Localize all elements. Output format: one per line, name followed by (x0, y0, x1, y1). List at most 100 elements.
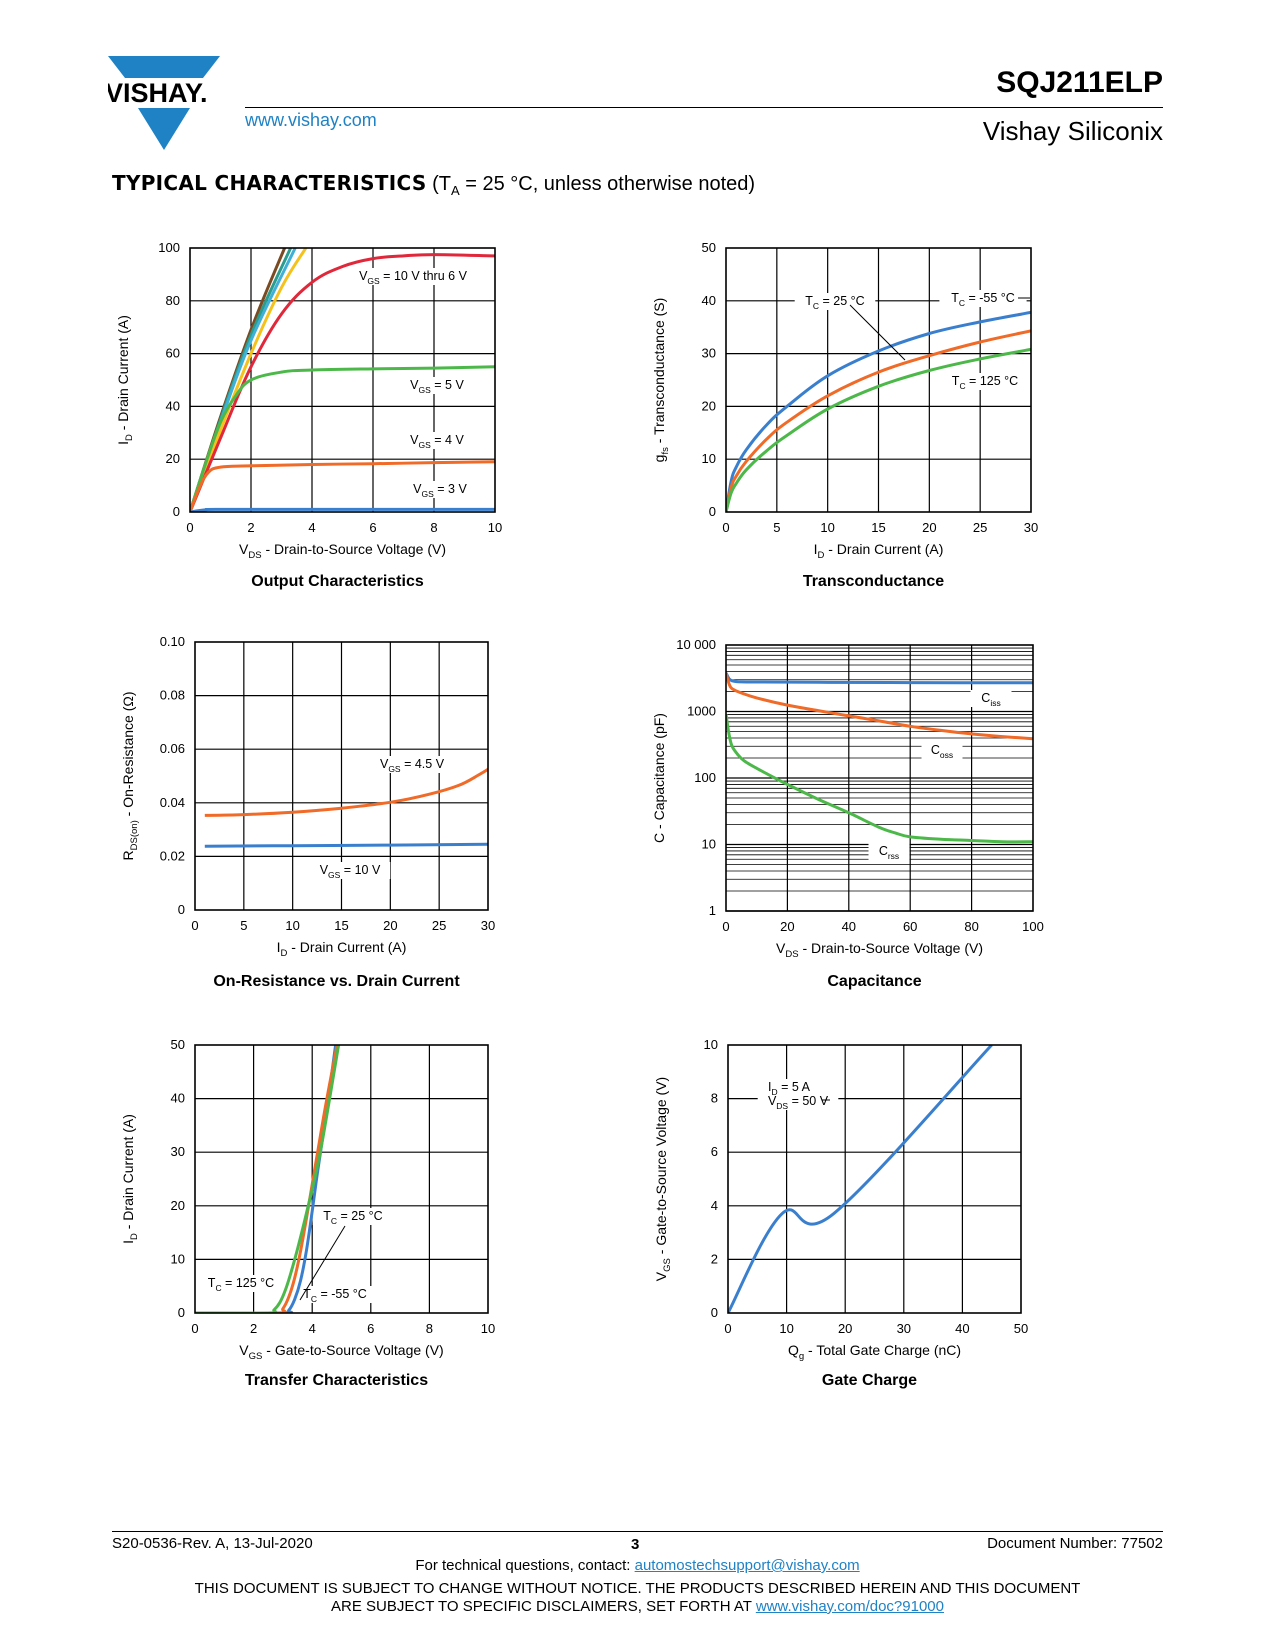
label-backing (868, 843, 910, 860)
chart-output-characteristics: VGS = 10 V thru 6 V VGS = 5 V VGS = 4 V VGS… (115, 240, 502, 590)
document-number: Document Number: 77502 (987, 1535, 1163, 1552)
annotation-0: VGS = 10 V thru 6 V (359, 269, 467, 286)
x-tick-label: 40 (955, 1321, 969, 1336)
contact-email-link[interactable]: automostechsupport@vishay.com (634, 1557, 860, 1574)
y-tick-label: 30 (171, 1144, 185, 1159)
section-title-prefix: (T (432, 173, 451, 195)
label-backing (291, 1286, 379, 1303)
y-tick-label: 40 (166, 398, 180, 413)
annotation-2: Crss (879, 844, 899, 861)
label-backing (939, 290, 1027, 307)
x-axis-label: VDS - Drain-to-Source Voltage (V) (239, 541, 446, 561)
annotation-1: VGS = 10 V (320, 863, 381, 880)
y-tick-label: 10 000 (676, 637, 716, 652)
y-tick-label: 10 (702, 451, 716, 466)
series-line-t-c-25-c (195, 1045, 339, 1313)
header-rule (245, 107, 1163, 108)
series-line-c-rss (726, 714, 1033, 844)
doc-revision: S20-0536-Rev. A, 13-Jul-2020 (112, 1535, 313, 1552)
chart-title: Transconductance (803, 573, 944, 590)
company-name: Vishay Siliconix (982, 116, 1163, 146)
x-tick-label: 20 (780, 919, 794, 934)
page-number: 3 (631, 1536, 640, 1553)
plot-frame (725, 644, 1034, 912)
contact-line: For technical questions, contact: automo… (0, 1557, 1275, 1574)
y-tick-label: 100 (694, 770, 716, 785)
footer-rule (112, 1531, 1163, 1532)
label-backing (343, 268, 483, 285)
annotation-2: TC = 125 °C (952, 374, 1018, 391)
series-line-v-gs-4-5-v (204, 768, 488, 817)
series-line-t-c-55-c (726, 310, 1031, 512)
x-tick-label: 50 (1014, 1321, 1028, 1336)
series-line-green (190, 365, 495, 512)
label-backing (794, 293, 876, 310)
y-tick-label: 0 (711, 1305, 718, 1320)
x-axis-label: VGS - Gate-to-Source Voltage (V) (239, 1342, 443, 1362)
plot-frame (725, 247, 1032, 513)
vishay-logo-icon: VISHAY. (105, 56, 220, 150)
y-tick-label: 0.08 (160, 688, 185, 703)
x-tick-label: 8 (426, 1321, 433, 1336)
section-title-sub: A (450, 183, 460, 198)
disclaimer-line-2: ARE SUBJECT TO SPECIFIC DISCLAIMERS, SET… (0, 1598, 1275, 1615)
annotation-leader (849, 304, 906, 361)
y-tick-label: 10 (704, 1037, 718, 1052)
series-line-t-c-125-c (726, 347, 1031, 512)
y-tick-label: 20 (171, 1198, 185, 1213)
x-tick-label: 2 (250, 1321, 257, 1336)
x-tick-label: 25 (973, 520, 987, 535)
annotation-2: TC = -55 °C (303, 1287, 367, 1304)
plot-frame (727, 1044, 1022, 1314)
label-backing (755, 1079, 823, 1096)
annotation-0: VGS = 4.5 V (380, 757, 445, 774)
chart-title: Capacitance (827, 973, 921, 990)
y-tick-label: 0.04 (160, 795, 185, 810)
chart-capacitance: Ciss Coss Crss 0 20 40 60 80 100 1 10 100 1000 10 000… (651, 637, 1044, 990)
x-tick-label: 15 (871, 520, 885, 535)
website-link[interactable]: www.vishay.com (245, 110, 377, 130)
x-tick-label: 5 (240, 918, 247, 933)
part-number: SQJ211ELP (996, 66, 1163, 99)
y-tick-label: 0 (709, 504, 716, 519)
y-tick-label: 40 (171, 1091, 185, 1106)
grid (195, 1045, 488, 1313)
annotation-0: ID = 5 A (768, 1080, 811, 1097)
series-line-blue (728, 1045, 993, 1313)
y-tick-label: 0.02 (160, 848, 185, 863)
label-backing (400, 432, 474, 449)
x-tick-label: 100 (1022, 919, 1044, 934)
y-tick-label: 80 (166, 293, 180, 308)
disclaimer-link[interactable]: www.vishay.com/doc?91000 (755, 1598, 944, 1615)
y-tick-label: 10 (171, 1251, 185, 1266)
x-tick-label: 6 (367, 1321, 374, 1336)
y-tick-label: 6 (711, 1144, 718, 1159)
series-line-red (190, 253, 495, 512)
label-backing (312, 1208, 394, 1225)
y-tick-label: 20 (166, 451, 180, 466)
label-backing (197, 1275, 285, 1292)
plot-frame (194, 1044, 489, 1314)
grid (726, 645, 1033, 912)
x-tick-label: 30 (1024, 520, 1038, 535)
chart-title: Output Characteristics (251, 573, 424, 590)
y-axis-label: ID - Drain Current (A) (120, 1114, 140, 1244)
annotation-0: TC = 25 °C (323, 1209, 382, 1226)
annotation-0: TC = 25 °C (805, 294, 864, 311)
series-line-blue (190, 507, 495, 512)
x-tick-label: 10 (488, 520, 502, 535)
annotation-1: VDS = 50 V (768, 1094, 829, 1111)
annotation-1: TC = -55 °C (951, 291, 1015, 308)
x-axis-label: Qg - Total Gate Charge (nC) (788, 1342, 961, 1362)
y-tick-label: 0.06 (160, 741, 185, 756)
y-tick-label: 0.10 (160, 634, 185, 649)
vishay-logo: VISHAY. (105, 56, 236, 156)
disclaimer-prefix: ARE SUBJECT TO SPECIFIC DISCLAIMERS, SET… (331, 1598, 756, 1615)
annotation-1: TC = 125 °C (208, 1276, 274, 1293)
y-tick-label: 4 (711, 1198, 718, 1213)
logo-text: VISHAY. (108, 78, 208, 108)
annotation-leader (299, 1225, 346, 1301)
label-backing (757, 1093, 839, 1110)
annotation-3: VGS = 3 V (413, 482, 467, 499)
section-title: TYPICAL CHARACTERISTICS (TA = 25 °C, unl… (112, 171, 755, 198)
